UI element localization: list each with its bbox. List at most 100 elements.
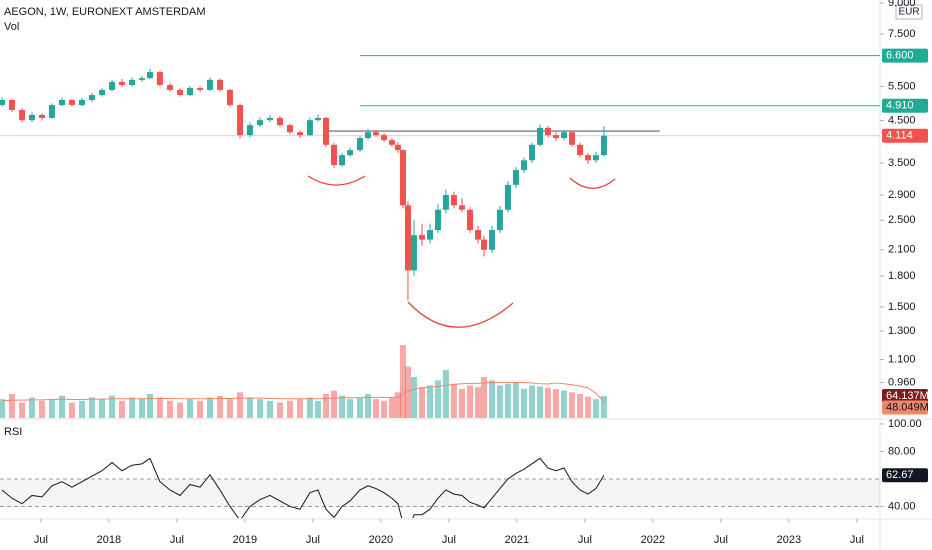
candle-body — [577, 144, 584, 156]
candle-body — [388, 140, 395, 145]
candle-body — [226, 89, 233, 106]
y-tick-label: 5.500 — [888, 80, 916, 92]
candle-body — [79, 99, 86, 106]
volume-bar — [418, 387, 425, 418]
volume-bar — [404, 366, 411, 418]
candle-body — [356, 137, 363, 151]
volume-bar — [109, 395, 116, 418]
volume-bar — [39, 400, 46, 418]
candle-body — [528, 144, 535, 161]
volume-bar — [28, 397, 35, 418]
volume-bar — [528, 385, 535, 418]
candle-body — [19, 109, 26, 121]
volume-bar — [59, 395, 66, 418]
candle-body — [544, 127, 551, 136]
price-badge-label: 4.910 — [886, 100, 914, 112]
volume-bar — [138, 399, 145, 418]
x-tick-label: Jul — [578, 534, 592, 546]
volume-bar — [79, 400, 86, 418]
volume-bar — [356, 397, 363, 418]
candle-body — [410, 235, 417, 271]
volume-bar — [512, 381, 519, 418]
candle-body — [600, 135, 607, 156]
x-tick-label: Jul — [850, 534, 864, 546]
volume-bar — [19, 402, 26, 418]
y-tick-label: 2.900 — [888, 189, 916, 201]
candle-body — [286, 125, 293, 133]
volume-bar — [544, 387, 551, 418]
price-pane — [0, 55, 880, 418]
candle-body — [427, 230, 434, 240]
volume-bar — [88, 397, 95, 418]
candle-body — [109, 81, 116, 90]
volume-bar — [347, 399, 354, 418]
candle-body — [39, 114, 46, 118]
volume-bar — [277, 402, 284, 418]
volume-bar — [496, 385, 503, 418]
volume-bar — [146, 393, 153, 418]
x-tick-label: 2019 — [233, 534, 257, 546]
candle-body — [48, 105, 55, 118]
right-shoulder-arc — [569, 177, 616, 189]
x-tick-label: Jul — [714, 534, 728, 546]
rsi-pane — [0, 457, 880, 518]
volume-bar — [68, 402, 75, 418]
candle-body — [373, 132, 380, 136]
volume-bar — [475, 387, 482, 418]
candle-body — [28, 114, 35, 121]
rsi-tick-label: 80.00 — [888, 445, 916, 457]
volume-bar — [177, 402, 184, 418]
volume-bar — [156, 397, 163, 418]
y-tick-label: 4.500 — [888, 114, 916, 126]
volume-bar — [504, 383, 511, 418]
volume-bar — [217, 395, 224, 418]
price-badge — [882, 468, 928, 483]
candle-body — [394, 144, 401, 151]
candle-body — [347, 150, 354, 156]
candle-body — [450, 195, 457, 206]
candle-body — [257, 120, 264, 126]
volume-bar — [226, 399, 233, 418]
x-tick-label: 2021 — [505, 534, 529, 546]
candle-body — [560, 132, 567, 138]
volume-bar — [296, 399, 303, 418]
candle-body — [480, 239, 487, 250]
x-tick-label: Jul — [34, 534, 48, 546]
candle-body — [339, 155, 346, 166]
volume-bar — [330, 390, 337, 418]
candle-body — [552, 135, 559, 138]
x-tick-label: 2018 — [97, 534, 121, 546]
volume-bar — [560, 390, 567, 418]
candle-body — [186, 88, 193, 96]
price-badge-label: 48.049M — [886, 401, 929, 413]
y-tick-label: 1.800 — [888, 270, 916, 282]
candle-body — [217, 79, 224, 90]
candle-body — [197, 88, 204, 90]
x-tick-label: 2022 — [641, 534, 665, 546]
candle-body — [306, 120, 313, 136]
candle-body — [520, 160, 527, 171]
volume-bar — [364, 393, 371, 418]
volume-bar — [129, 397, 136, 418]
volume-bar — [489, 380, 496, 418]
candle-body — [88, 95, 95, 100]
volume-ma-line — [2, 381, 605, 402]
volume-bar — [585, 396, 592, 418]
candle-body — [537, 127, 544, 145]
volume-bar — [118, 400, 125, 418]
price-badge — [882, 389, 928, 404]
volume-bar — [166, 400, 173, 418]
candle-body — [68, 99, 75, 106]
candle-body — [166, 84, 173, 90]
axes: 9.000 7.500 5.500 4.500 3.500 2.900 2.500 2.100… — [34, 0, 929, 546]
candle-body — [156, 72, 163, 85]
chart-title: AEGON, 1W, EURONEXT AMSTERDAM — [4, 6, 206, 18]
y-tick-label: 2.100 — [888, 244, 916, 256]
rsi-label: RSI — [4, 426, 22, 438]
y-tick-label: 1.300 — [888, 325, 916, 337]
volume-bar — [466, 385, 473, 418]
candle-body — [592, 155, 599, 161]
volume-bar — [48, 399, 55, 418]
candle-body — [364, 132, 371, 138]
price-badge-label: 62.67 — [886, 469, 914, 481]
